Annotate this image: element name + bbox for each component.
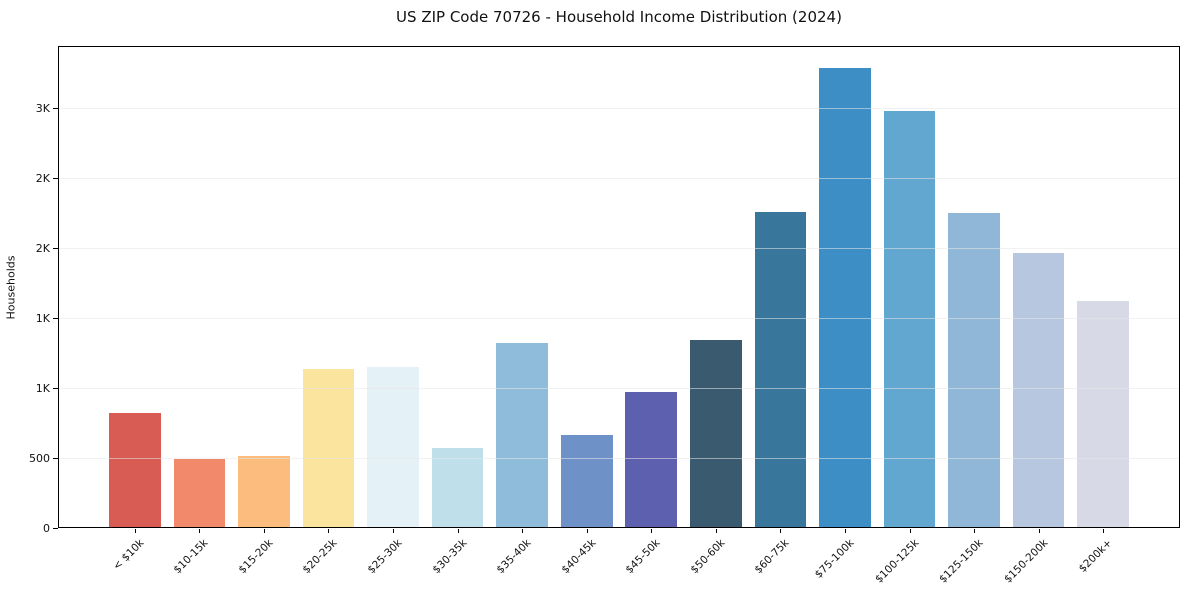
x-tick-label: $15-20k	[236, 537, 276, 577]
gridline	[59, 108, 1179, 110]
bar	[367, 367, 419, 528]
gridline	[59, 318, 1179, 319]
x-tick-label: $150-200k	[1001, 537, 1051, 586]
x-tick-label: < $10k	[110, 537, 147, 573]
x-tick-mark	[651, 529, 653, 533]
x-tick-label: $10-15k	[171, 537, 211, 577]
chart-title: US ZIP Code 70726 - Household Income Dis…	[396, 8, 842, 26]
bar	[496, 343, 548, 528]
y-tick-label: 3K	[35, 101, 50, 115]
y-tick-label: 1K	[35, 311, 50, 325]
bar	[948, 213, 1000, 528]
x-tick-label: $60-75k	[752, 537, 792, 577]
y-tick-mark	[53, 178, 58, 179]
x-tick-mark	[199, 529, 201, 533]
bar	[625, 392, 678, 528]
x-tick-label: $100-125k	[872, 537, 921, 586]
y-tick-label: 1K	[35, 381, 50, 395]
gridline	[59, 248, 1179, 249]
bar	[173, 458, 226, 528]
x-tick-mark	[780, 529, 782, 533]
y-tick-mark	[53, 318, 58, 319]
x-tick-mark	[1103, 529, 1105, 533]
x-tick-label: $50-60k	[688, 537, 728, 577]
bar	[560, 434, 613, 528]
x-tick-mark	[522, 529, 524, 533]
y-tick-mark	[53, 528, 58, 529]
x-tick-mark	[974, 529, 976, 533]
x-tick-mark	[328, 529, 330, 533]
plot-area	[58, 46, 1180, 528]
bar	[690, 339, 742, 528]
bar	[1077, 301, 1129, 528]
x-tick-label: $30-35k	[429, 537, 470, 577]
bar	[431, 448, 484, 528]
x-tick-label: $200k+	[1076, 537, 1115, 575]
x-tick-label: $45-50k	[623, 537, 663, 577]
bar	[302, 369, 355, 528]
x-tick-label: $125-150k	[937, 537, 986, 586]
y-tick-mark	[53, 388, 58, 389]
x-tick-label: $40-45k	[559, 537, 599, 577]
bar	[754, 212, 807, 528]
y-tick-mark	[53, 108, 58, 110]
x-tick-mark	[1038, 529, 1040, 533]
x-tick-label: $20-25k	[300, 537, 340, 577]
x-tick-mark	[393, 529, 395, 533]
gridline	[59, 178, 1179, 179]
x-tick-mark	[457, 529, 459, 533]
x-tick-mark	[586, 529, 588, 533]
y-tick-mark	[53, 458, 58, 459]
bar	[883, 110, 936, 528]
x-tick-mark	[909, 529, 911, 533]
x-tick-label: $35-40k	[494, 537, 534, 577]
y-tick-label: 500	[29, 451, 50, 465]
x-tick-label: $25-30k	[365, 537, 405, 577]
bar	[819, 68, 871, 528]
y-tick-label: 2K	[35, 241, 50, 255]
y-tick-label: 0	[43, 521, 50, 535]
y-tick-mark	[53, 248, 58, 249]
y-tick-label: 2K	[35, 171, 50, 185]
x-tick-mark	[844, 529, 846, 533]
bar	[1012, 252, 1065, 528]
bar	[238, 455, 290, 528]
x-tick-mark	[715, 529, 717, 533]
gridline	[59, 458, 1179, 459]
bar	[109, 413, 161, 528]
x-tick-mark	[134, 529, 136, 533]
gridline	[59, 388, 1179, 389]
y-axis-label: Households	[4, 255, 18, 319]
x-tick-mark	[263, 529, 265, 533]
x-tick-label: $75-100k	[812, 537, 857, 581]
